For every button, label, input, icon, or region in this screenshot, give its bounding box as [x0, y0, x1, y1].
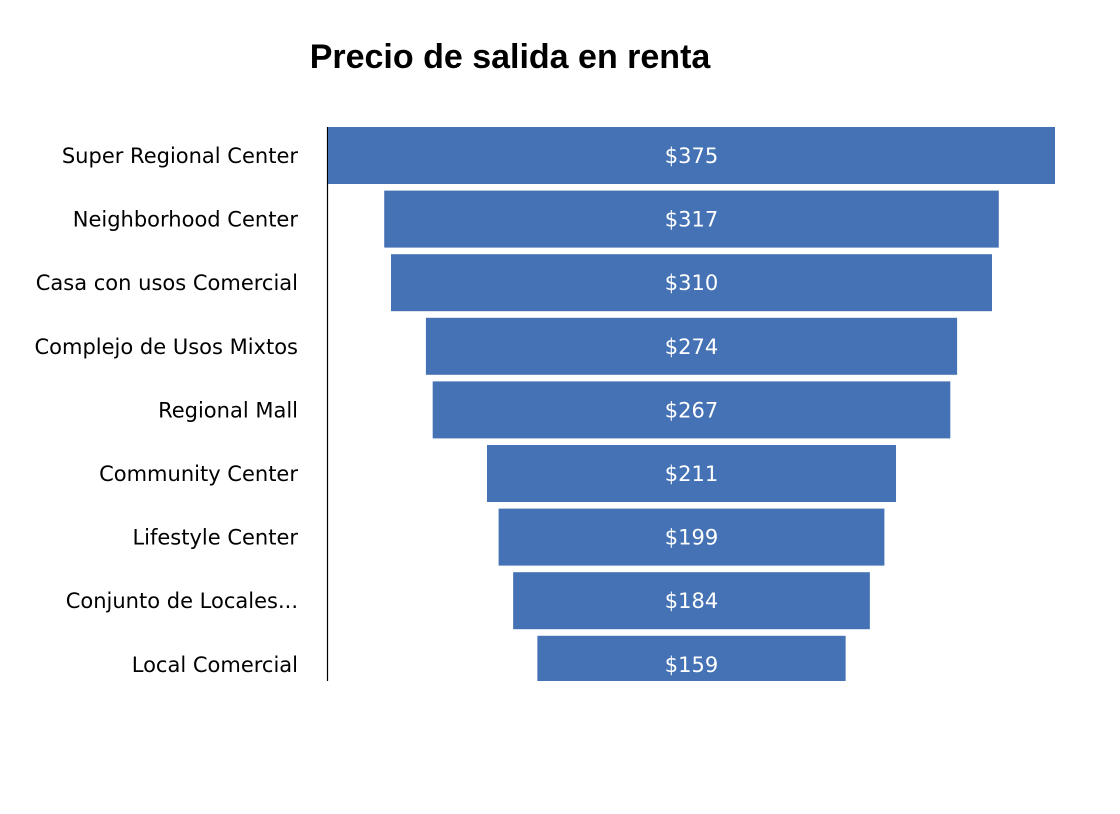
data-label: $317 — [665, 208, 718, 232]
category-label: Neighborhood Center — [73, 208, 299, 232]
data-label: $274 — [665, 335, 718, 359]
data-label: $310 — [665, 271, 718, 295]
funnel-bar — [498, 508, 885, 566]
data-label: $375 — [665, 144, 718, 168]
funnel-bar — [513, 572, 870, 630]
data-label: $199 — [665, 526, 718, 550]
category-label: Regional Mall — [158, 398, 298, 422]
category-label: Community Center — [99, 462, 298, 486]
category-label: Super Regional Center — [62, 144, 299, 168]
chart-title: Precio de salida en renta — [309, 38, 711, 76]
funnel-bar — [391, 254, 992, 312]
funnel-bar — [384, 190, 999, 248]
category-label: Casa con usos Comercial — [36, 271, 298, 295]
category-label: Complejo de Usos Mixtos — [34, 335, 298, 359]
data-label: $159 — [665, 653, 718, 677]
data-label: $211 — [665, 462, 718, 486]
data-label: $184 — [665, 589, 718, 613]
funnel-bar — [425, 317, 958, 375]
category-label: Lifestyle Center — [132, 526, 298, 550]
funnel-bar — [432, 381, 951, 439]
funnel-bar — [537, 635, 846, 681]
funnel-bar — [486, 445, 897, 502]
category-label: Conjunto de Locales... — [66, 589, 298, 613]
funnel-bar — [328, 127, 1055, 184]
data-label: $267 — [665, 398, 718, 422]
category-label: Local Comercial — [132, 653, 298, 677]
